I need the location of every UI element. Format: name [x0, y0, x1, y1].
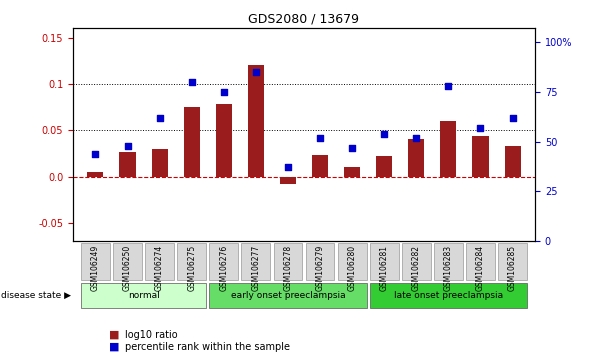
Bar	[151, 149, 168, 177]
FancyBboxPatch shape	[209, 283, 367, 308]
Bar	[184, 107, 199, 177]
Text: GSM106276: GSM106276	[219, 245, 228, 291]
FancyBboxPatch shape	[466, 244, 495, 280]
Point	[219, 89, 229, 95]
Bar	[120, 152, 136, 177]
Text: GSM106275: GSM106275	[187, 245, 196, 291]
Text: GSM106249: GSM106249	[91, 245, 100, 291]
Point	[283, 165, 293, 170]
FancyBboxPatch shape	[306, 244, 334, 280]
Bar	[344, 167, 360, 177]
Text: early onset preeclampsia: early onset preeclampsia	[230, 291, 345, 300]
Text: percentile rank within the sample: percentile rank within the sample	[125, 342, 289, 352]
Text: GSM106282: GSM106282	[412, 245, 421, 291]
Point	[475, 125, 485, 130]
Bar	[248, 65, 264, 177]
Bar	[409, 139, 424, 177]
Bar	[440, 121, 457, 177]
Text: GSM106283: GSM106283	[444, 245, 453, 291]
Bar	[312, 155, 328, 177]
FancyBboxPatch shape	[498, 244, 527, 280]
Point	[91, 151, 100, 156]
Text: ■: ■	[109, 330, 120, 339]
Text: GSM106284: GSM106284	[476, 245, 485, 291]
FancyBboxPatch shape	[209, 244, 238, 280]
FancyBboxPatch shape	[241, 244, 271, 280]
Point	[251, 69, 261, 74]
FancyBboxPatch shape	[274, 244, 302, 280]
Point	[412, 135, 421, 140]
Text: GSM106285: GSM106285	[508, 245, 517, 291]
Point	[187, 79, 196, 84]
Bar	[216, 104, 232, 177]
FancyBboxPatch shape	[402, 244, 430, 280]
Text: disease state ▶: disease state ▶	[1, 291, 71, 300]
FancyBboxPatch shape	[370, 283, 527, 308]
Bar	[280, 177, 296, 184]
Text: GSM106281: GSM106281	[380, 245, 389, 291]
FancyBboxPatch shape	[434, 244, 463, 280]
Bar	[376, 156, 392, 177]
Text: log10 ratio: log10 ratio	[125, 330, 178, 339]
Bar	[88, 172, 103, 177]
Text: GSM106278: GSM106278	[283, 245, 292, 291]
FancyBboxPatch shape	[178, 244, 206, 280]
Title: GDS2080 / 13679: GDS2080 / 13679	[249, 13, 359, 26]
Point	[443, 83, 453, 88]
Point	[154, 115, 164, 120]
FancyBboxPatch shape	[145, 244, 174, 280]
Text: late onset preeclampsia: late onset preeclampsia	[394, 291, 503, 300]
Point	[123, 143, 133, 148]
Text: GSM106279: GSM106279	[316, 245, 325, 291]
Bar	[505, 146, 520, 177]
FancyBboxPatch shape	[113, 244, 142, 280]
Point	[508, 115, 517, 120]
Text: GSM106280: GSM106280	[348, 245, 357, 291]
FancyBboxPatch shape	[337, 244, 367, 280]
Bar	[472, 136, 488, 177]
Text: GSM106250: GSM106250	[123, 245, 132, 291]
Point	[379, 131, 389, 136]
Text: normal: normal	[128, 291, 159, 300]
FancyBboxPatch shape	[81, 244, 110, 280]
Text: ■: ■	[109, 342, 120, 352]
Text: GSM106274: GSM106274	[155, 245, 164, 291]
Text: GSM106277: GSM106277	[251, 245, 260, 291]
FancyBboxPatch shape	[370, 244, 399, 280]
FancyBboxPatch shape	[81, 283, 206, 308]
Point	[347, 145, 357, 150]
Point	[315, 135, 325, 140]
